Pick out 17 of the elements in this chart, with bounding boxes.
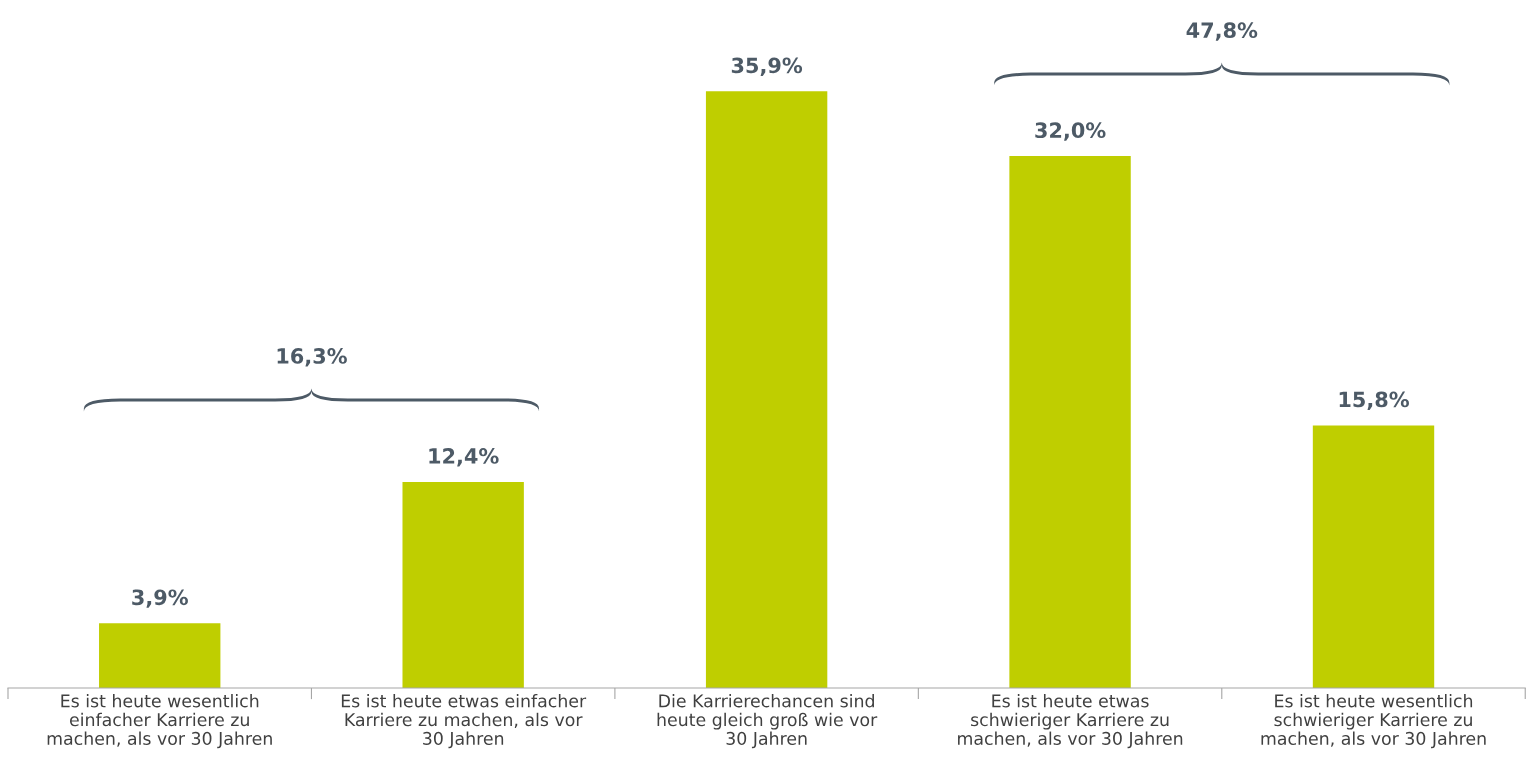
x-tick-label: Es ist heute etwas einfacher Karriere zu machen, als vor 30 Jahren (341, 694, 587, 749)
bar (1009, 156, 1131, 688)
text: 47,8% (1186, 22, 1258, 41)
data-label: 32,0% (1035, 122, 1106, 141)
x-tick-label: Es ist heute wesentlich einfacher Karriere zu machen, als vor 30 Jahren (47, 694, 272, 749)
bar (705, 91, 828, 688)
bar (402, 481, 524, 688)
annotation: 16,3% (277, 348, 347, 367)
bar (99, 623, 221, 688)
data-label: 3,9% (132, 589, 188, 608)
data-label: 35,9% (731, 57, 803, 76)
bar (1312, 425, 1435, 688)
data-label: 15,8% (1339, 391, 1409, 411)
x-tick-label: Es ist heute wesentlich schwieriger Karriere zu machen, als vor 30 Jahren (1261, 694, 1486, 749)
x-tick-label: Es ist heute etwas schwieriger Karriere zu machen, als vor 30 Jahren (958, 694, 1183, 749)
data-label: 12,4% (429, 448, 499, 467)
x-tick-label: Die Karrierechancen sind heute gleich groß wie vor 30 Jahren (657, 694, 878, 749)
